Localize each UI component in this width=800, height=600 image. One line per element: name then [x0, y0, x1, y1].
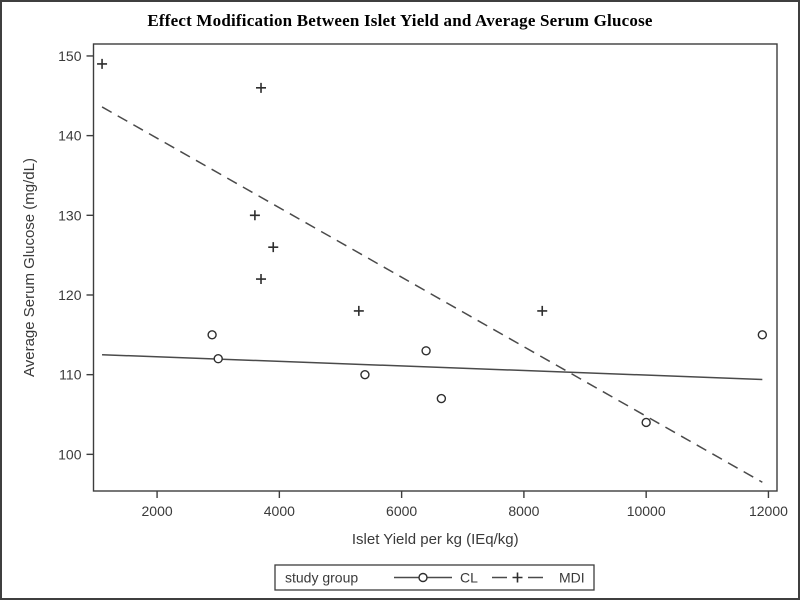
legend-mdi-marker-icon — [512, 572, 523, 583]
data-point-mdi — [97, 58, 108, 69]
data-point-cl — [207, 330, 217, 340]
data-point-cl — [421, 346, 431, 356]
data-point-cl — [436, 393, 447, 404]
data-point-mdi — [249, 210, 260, 221]
x-tick-label: 2000 — [142, 503, 173, 519]
y-tick-label: 110 — [59, 367, 82, 383]
data-point-mdi — [353, 305, 364, 316]
cl-fit-line — [102, 353, 763, 381]
x-tick-label: 10000 — [627, 503, 666, 519]
data-point-mdi — [256, 82, 267, 93]
data-point-mdi — [537, 305, 548, 316]
x-tick-label: 6000 — [386, 503, 417, 519]
y-tick-label: 130 — [58, 207, 82, 223]
x-tick-label: 8000 — [508, 503, 539, 519]
legend-mdi-label: MDI — [559, 570, 585, 586]
x-axis-label: Islet Yield per kg (IEq/kg) — [352, 531, 519, 548]
chart-title: Effect Modification Between Islet Yield … — [147, 11, 653, 30]
data-point-cl — [641, 417, 651, 428]
y-tick-label: 140 — [58, 128, 82, 144]
data-point-mdi — [268, 242, 279, 253]
y-axis-label: Average Serum Glucose (mg/dL) — [21, 158, 38, 377]
data-point-mdi — [256, 274, 267, 285]
x-tick-label: 12000 — [749, 503, 788, 519]
legend-cl-label: CL — [460, 570, 478, 586]
data-point-cl — [213, 354, 223, 364]
data-point-cl — [360, 369, 370, 380]
y-tick-label: 150 — [58, 48, 82, 64]
legend-cl-marker-icon — [418, 572, 428, 583]
x-tick-label: 4000 — [264, 503, 295, 519]
plot-frame — [92, 43, 778, 492]
legend-title: study group — [285, 570, 358, 586]
y-tick-label: 100 — [58, 446, 82, 462]
mdi-fit-line — [101, 106, 763, 483]
data-point-cl — [757, 330, 768, 340]
y-tick-label: 120 — [58, 287, 82, 303]
